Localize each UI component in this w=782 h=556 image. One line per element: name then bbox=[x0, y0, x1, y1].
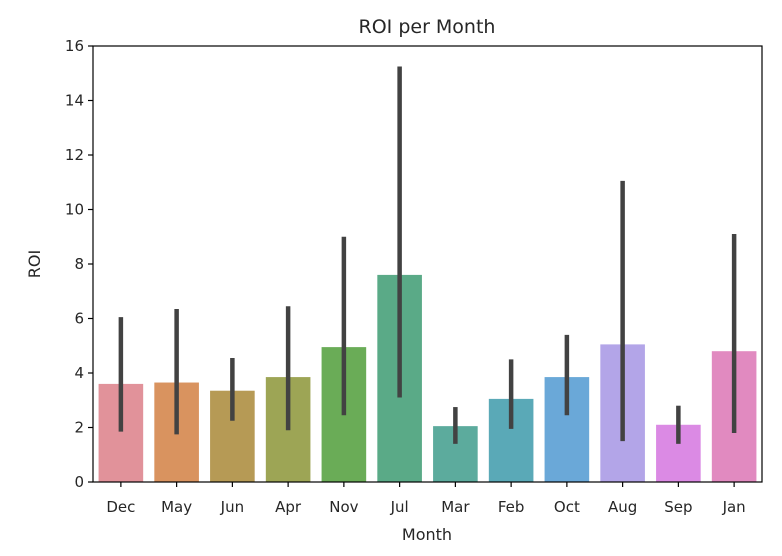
x-tick-label: Jun bbox=[220, 498, 244, 516]
y-tick-label: 8 bbox=[74, 255, 84, 273]
y-tick-label: 14 bbox=[65, 92, 84, 110]
y-axis-label: ROI bbox=[25, 250, 44, 278]
x-tick-label: Feb bbox=[498, 498, 525, 516]
x-tick-label: Mar bbox=[441, 498, 470, 516]
x-tick-label: Nov bbox=[329, 498, 358, 516]
x-axis-label: Month bbox=[402, 525, 452, 544]
chart-title: ROI per Month bbox=[359, 16, 496, 38]
y-tick-label: 6 bbox=[74, 310, 84, 328]
x-tick-label: Sep bbox=[664, 498, 692, 516]
x-tick-label: Aug bbox=[608, 498, 637, 516]
plot-area: 0 2 4 6 8 10 12 14 16 Dec May Jun Apr Nov Jul Mar Feb Oct… bbox=[65, 37, 763, 516]
y-tick-label: 4 bbox=[74, 364, 84, 382]
x-tick-label: Apr bbox=[275, 498, 302, 516]
y-tick-label: 16 bbox=[65, 37, 84, 55]
y-tick-label: 10 bbox=[65, 201, 84, 219]
y-tick-label: 0 bbox=[74, 473, 84, 491]
x-tick-label: Dec bbox=[106, 498, 135, 516]
x-tick-label: May bbox=[161, 498, 192, 516]
x-tick-label: Jan bbox=[722, 498, 746, 516]
y-tick-label: 2 bbox=[74, 419, 84, 437]
x-tick-label: Oct bbox=[554, 498, 580, 516]
x-tick-label: Jul bbox=[390, 498, 409, 516]
y-tick-label: 12 bbox=[65, 146, 84, 164]
